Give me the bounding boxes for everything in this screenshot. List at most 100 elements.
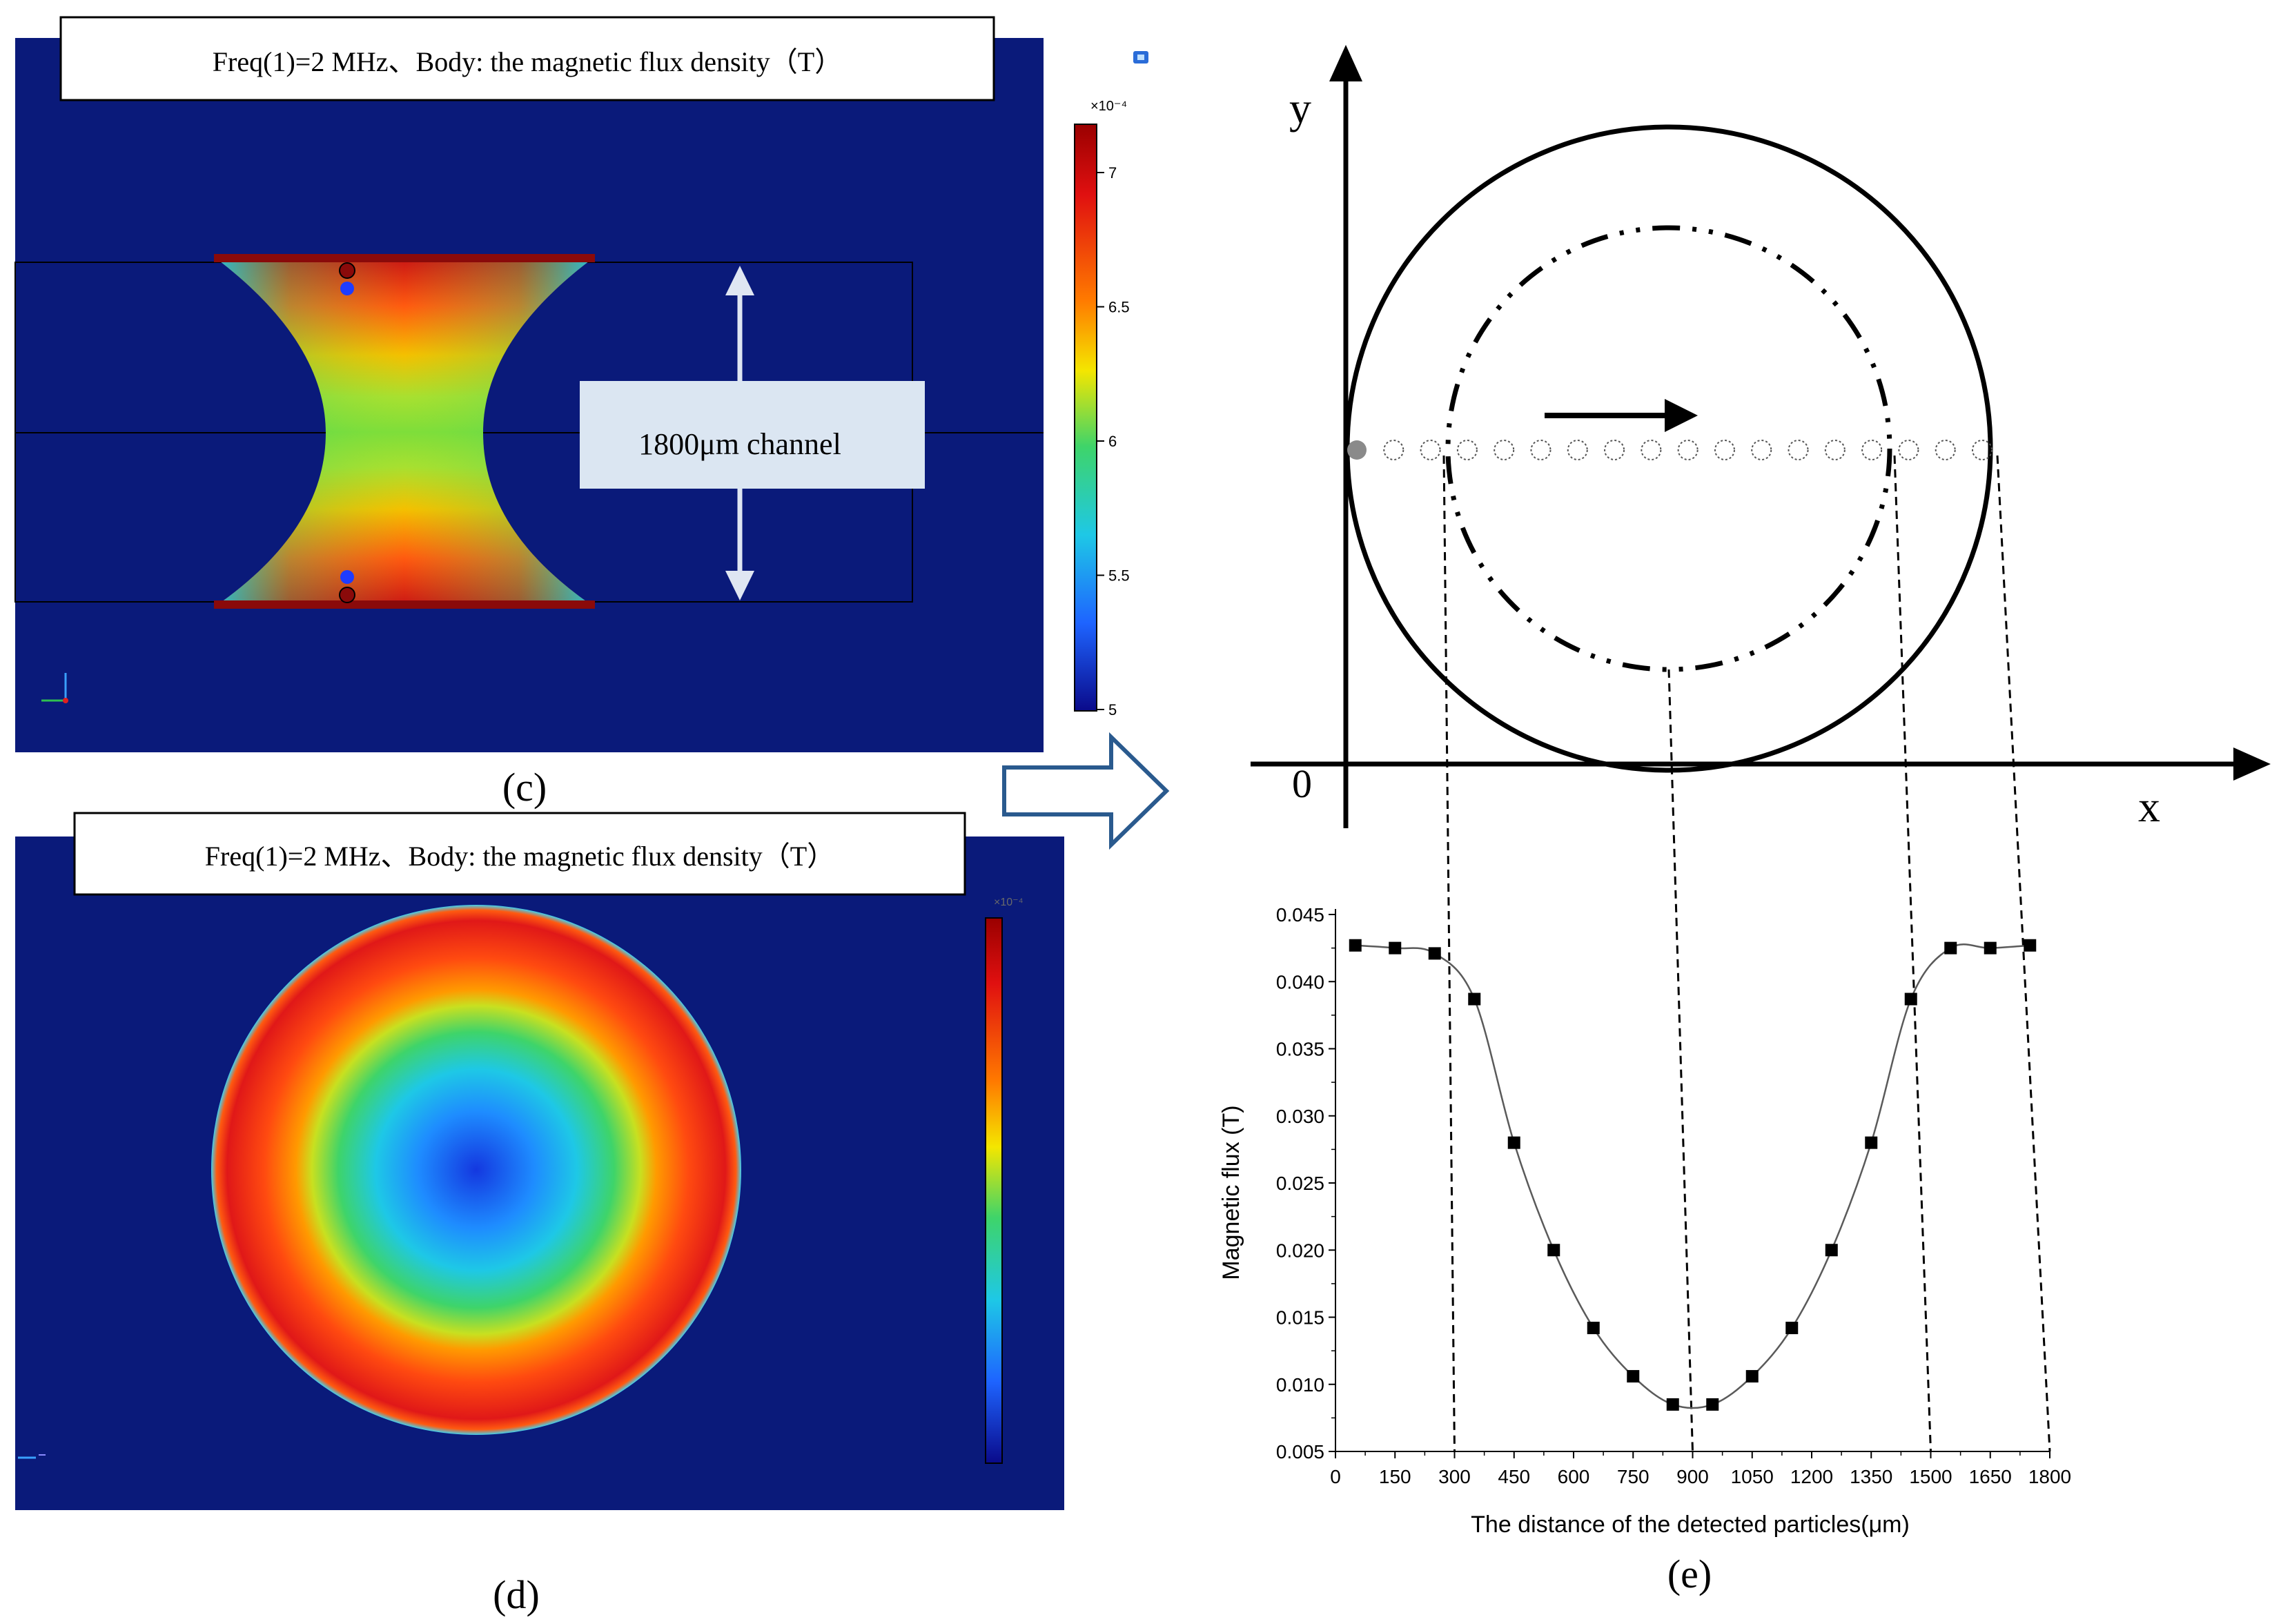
panel-e-motion-arrowhead <box>1665 399 1698 432</box>
chart-data-point <box>1349 939 1362 952</box>
chart-reference-lines <box>1442 455 2051 1452</box>
particle-dotted <box>1935 440 1956 460</box>
particle-dotted <box>1494 440 1515 460</box>
particle-dotted <box>1641 440 1662 460</box>
panel-c-hourglass-edges <box>214 257 595 607</box>
panel-c-bottom-node-blue <box>340 570 354 584</box>
panel-c-colorbar <box>1074 124 1097 712</box>
colorbar-tick-label: 6.5 <box>1108 299 1130 316</box>
chart-reference-line <box>1893 455 1932 1452</box>
chart-data-point <box>1587 1322 1600 1335</box>
particle-dotted <box>1456 440 1478 460</box>
panel-c-top-node <box>339 262 355 279</box>
panel-c-channel-label: 1800μm channel <box>638 427 841 461</box>
chart-y-tick-label: 0.030 <box>1276 1106 1324 1127</box>
chart-reference-line <box>1996 455 2051 1452</box>
chart-x-tick-label: 1500 <box>1909 1466 1952 1487</box>
panel-c-top-node-blue <box>340 282 354 295</box>
particle-dotted <box>1788 440 1809 460</box>
chart-y-tick-label: 0.010 <box>1276 1374 1324 1396</box>
chart-points <box>1349 939 2037 1411</box>
particle-dotted <box>1861 440 1883 460</box>
chart-x-tick-label: 750 <box>1617 1466 1649 1487</box>
particle-dotted <box>1420 440 1441 460</box>
chart-data-point <box>1428 947 1441 960</box>
chart-y-tick-label: 0.005 <box>1276 1441 1324 1462</box>
panel-c-axis-triad-icon <box>41 673 68 703</box>
particle-dotted <box>1898 440 1919 460</box>
panel-d-flux-disc <box>211 905 741 1435</box>
chart-y-tick-label: 0.040 <box>1276 971 1324 992</box>
panel-c-channel-arrow-down <box>725 571 754 600</box>
chart-data-point <box>1865 1136 1878 1149</box>
chart-data-point <box>1944 941 1957 955</box>
panel-e-inner-circle <box>1445 225 1892 672</box>
panel-c-colorbar-exponent: ×10⁻⁴ <box>1090 99 1127 114</box>
panel-e-axis-y-label: y <box>1289 84 1311 133</box>
panel-e-particle-row <box>1347 440 1993 460</box>
particle-dotted <box>1824 440 1846 460</box>
panel-d-colorbar <box>985 917 1003 1464</box>
colorbar-tick-label: 6 <box>1108 433 1117 450</box>
chart-reference-line <box>1667 669 1694 1452</box>
chart-y-ticks: 0.005 0.010 0.015 0.020 0.025 0.030 0.035 0.040… <box>1276 904 1335 1462</box>
particle-dotted <box>1751 440 1772 460</box>
chart-y-tick-label: 0.025 <box>1276 1173 1324 1194</box>
chart-data-point <box>2024 939 2037 952</box>
panel-c: 1800μm channel Freq(1)=2 MHz、Body: the m… <box>14 16 1148 810</box>
panel-e-x-axis-arrowhead <box>2233 747 2271 781</box>
chart-x-tick-label: 600 <box>1558 1466 1590 1487</box>
particle-dotted <box>1383 440 1404 460</box>
chart-xlabel: The distance of the detected particles(μ… <box>1471 1512 1910 1538</box>
panel-d-colorbar-exponent: ×10⁻⁴ <box>994 897 1024 908</box>
panel-d: Freq(1)=2 MHz、Body: the magnetic flux de… <box>15 812 1064 1617</box>
panel-c-bottom-conductor <box>214 600 595 609</box>
chart-x-tick-label: 900 <box>1676 1466 1709 1487</box>
chart-y-tick-label: 0.015 <box>1276 1307 1324 1329</box>
panel-e-caption: (e) <box>1667 1552 1712 1596</box>
panel-c-channel-label-box <box>580 381 925 489</box>
chart-x-tick-label: 450 <box>1498 1466 1530 1487</box>
particle-dotted <box>1530 440 1551 460</box>
chart-y-tick-label: 0.035 <box>1276 1039 1324 1060</box>
chart-x-tick-label: 1050 <box>1731 1466 1774 1487</box>
panel-c-window-icon-inner <box>1137 55 1144 60</box>
chart-ylabel: Magnetic flux (T) <box>1218 1105 1244 1280</box>
chart-x-ticks: 0 150 300 450 600 750 900 1050 1200 1350 1500 1650 1… <box>1330 1451 2071 1487</box>
panel-c-bottom-node <box>339 587 355 603</box>
chart-y-tick-label: 0.045 <box>1276 904 1324 926</box>
particle-dotted <box>1677 440 1698 460</box>
particle-dotted <box>1972 440 1993 460</box>
chart-frame <box>1335 909 2050 1452</box>
chart-data-point <box>1984 941 1997 955</box>
chart-reference-line <box>1442 455 1456 1452</box>
panel-c-top-conductor <box>214 254 595 262</box>
chart-data-point <box>1706 1398 1719 1411</box>
chart-x-tick-label: 0 <box>1330 1466 1341 1487</box>
panel-e: y x 0 (e) <box>1251 45 2271 1596</box>
chart-series-line <box>1355 943 2030 1409</box>
panel-c-channel-arrow-up <box>725 266 754 295</box>
chart-x-tick-label: 150 <box>1379 1466 1411 1487</box>
chart-data-point <box>1389 941 1402 955</box>
panel-e-outer-circle <box>1344 124 1993 773</box>
panel-e-origin-label: 0 <box>1292 761 1312 806</box>
colorbar-tick-label: 7 <box>1108 164 1117 182</box>
flux-chart: 0.005 0.010 0.015 0.020 0.025 0.030 0.035 0.040… <box>1218 455 2071 1538</box>
transition-arrow <box>1002 732 1170 850</box>
particle-dotted <box>1604 440 1625 460</box>
panel-c-title: Freq(1)=2 MHz、Body: the magnetic flux de… <box>213 46 842 77</box>
chart-data-point <box>1627 1370 1640 1383</box>
panel-d-axis-triad-icon <box>18 1454 46 1459</box>
panel-d-caption: (d) <box>493 1572 540 1617</box>
chart-x-tick-label: 1800 <box>2028 1466 2071 1487</box>
chart-x-tick-label: 300 <box>1438 1466 1471 1487</box>
chart-data-point <box>1547 1244 1560 1257</box>
chart-x-tick-label: 1650 <box>1969 1466 2012 1487</box>
chart-data-point <box>1904 992 1917 1006</box>
chart-data-point <box>1468 992 1481 1006</box>
chart-data-point <box>1507 1136 1520 1149</box>
chart-data-point <box>1666 1398 1679 1411</box>
chart-data-point <box>1745 1370 1759 1383</box>
